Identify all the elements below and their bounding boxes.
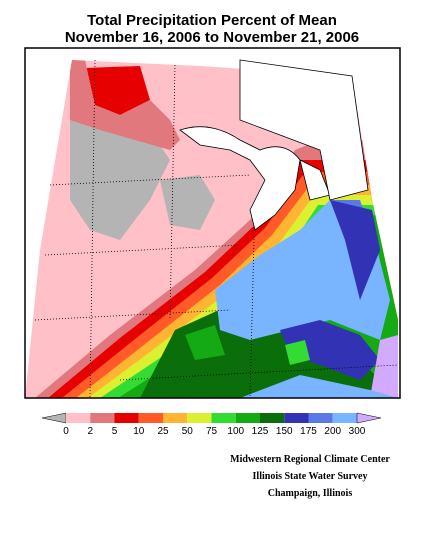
legend-label: 300 [349, 426, 366, 437]
legend-label: 25 [157, 426, 169, 437]
legend-label: 200 [324, 426, 341, 437]
legend-swatch [138, 413, 163, 423]
legend-label: 2 [87, 426, 93, 437]
precip-region [85, 66, 150, 115]
title-line: Total Precipitation Percent of Mean [87, 12, 337, 29]
precip-map [25, 60, 398, 398]
legend-swatch [187, 413, 212, 423]
legend-label: 150 [276, 426, 293, 437]
legend-swatch [211, 413, 236, 423]
legend-label: 10 [133, 426, 145, 437]
credit: Champaign, Illinois [268, 488, 353, 499]
title-line: November 16, 2006 to November 21, 2006 [65, 29, 359, 46]
legend-label: 125 [252, 426, 269, 437]
legend-label: 5 [112, 426, 118, 437]
precip-region [285, 340, 310, 365]
precip-region [160, 175, 215, 230]
precip-region [70, 60, 180, 150]
credit: Illinois State Water Survey [253, 471, 368, 482]
map-frame [24, 47, 401, 399]
legend-swatch [332, 413, 357, 423]
legend: 0 2 5 10 25 50 75 100 125 150 175 200 300 [41, 412, 382, 437]
legend-swatch [66, 413, 91, 423]
legend-label: 100 [227, 426, 244, 437]
legend-arrow [356, 412, 382, 424]
legend-swatch [163, 413, 188, 423]
legend-label: 50 [182, 426, 194, 437]
precip-region [370, 335, 398, 398]
legend-label: 75 [206, 426, 218, 437]
legend-label: 0 [63, 426, 69, 437]
legend-swatch [260, 413, 285, 423]
precip-region [280, 320, 380, 380]
legend-swatch [284, 413, 309, 423]
precip-region [185, 325, 225, 360]
precip-region [140, 305, 398, 398]
legend-swatch [114, 413, 139, 423]
legend-arrow [41, 412, 67, 424]
legend-swatch [235, 413, 260, 423]
legend-label: 175 [300, 426, 317, 437]
boundaries [34, 59, 399, 399]
legend-swatch [308, 413, 333, 423]
credit: Midwestern Regional Climate Center [230, 454, 390, 465]
precip-region [330, 200, 380, 300]
legend-swatch [90, 413, 115, 423]
precip-region [240, 375, 398, 398]
